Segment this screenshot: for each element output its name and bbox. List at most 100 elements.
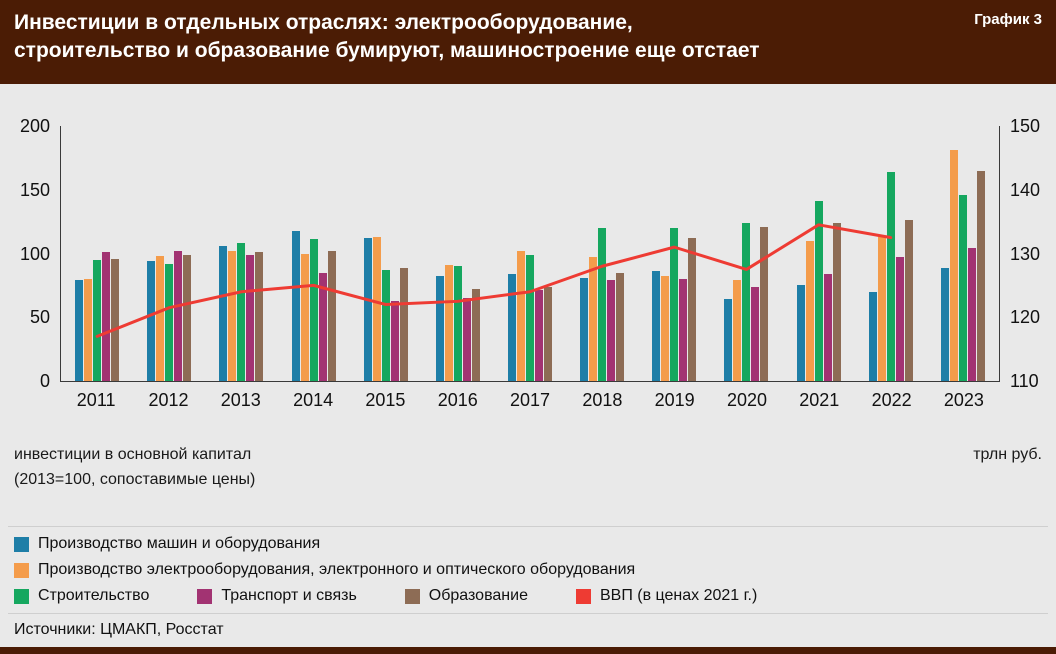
bar (832, 222, 841, 381)
legend-row: Строительство Транспорт и связь Образовани… (14, 587, 1042, 605)
page-title-line2: строительство и образование бумируют, ма… (14, 39, 760, 62)
y-axis-right-tick-label: 120 (1010, 307, 1041, 328)
bar (598, 228, 607, 381)
legend-label: Строительство (38, 587, 150, 604)
bar (183, 254, 192, 381)
y-axis-left-tick-label: 100 (19, 243, 50, 264)
bar-group-2022 (855, 126, 927, 381)
left-axis-note-line2: (2013=100, сопоставимые цены) (14, 471, 256, 488)
x-axis-label-2019: 2019 (654, 389, 695, 410)
bar (760, 226, 769, 381)
bar (733, 280, 742, 381)
legend-item: ВВП (в ценах 2021 г.) (575, 587, 758, 605)
bar (751, 286, 760, 381)
legend-swatch (575, 588, 591, 604)
page-title-line1: Инвестиции в отдельных отраслях: электро… (14, 11, 633, 34)
x-axis-label-2012: 2012 (148, 389, 189, 410)
bar (102, 252, 111, 381)
bar (967, 248, 976, 381)
legend-swatch (197, 588, 213, 604)
bar (381, 270, 390, 381)
legend-row: Производство электрооборудования, электр… (14, 561, 1042, 579)
x-axis-label-2014: 2014 (293, 389, 334, 410)
legend-swatch (404, 588, 420, 604)
chart-header: Инвестиции в отдельных отраслях: электро… (0, 0, 1056, 84)
legend-item: Производство машин и оборудования (14, 535, 320, 553)
bar (93, 259, 102, 381)
bar (453, 266, 462, 381)
bar-group-2015 (350, 126, 422, 381)
bar (372, 236, 381, 381)
bar (399, 267, 408, 381)
y-axis-left-tick-label: 150 (19, 179, 50, 200)
bar-group-2018 (566, 126, 638, 381)
y-axis-left-tick-label: 200 (19, 116, 50, 136)
bar (508, 273, 517, 381)
bars-layer (61, 126, 999, 381)
y-axis-right-tick-label: 110 (1010, 371, 1039, 391)
bar-group-2011 (61, 126, 133, 381)
sources-section: Источники: ЦМАКП, Росстат (8, 613, 1048, 639)
bar (309, 239, 318, 381)
bar (246, 254, 255, 381)
bar (471, 289, 480, 381)
bar (111, 258, 120, 381)
bar (444, 264, 453, 381)
left-axis-note-line1: инвестиции в основной капитал (14, 446, 252, 463)
legend-label: Производство электрооборудования, электр… (38, 561, 636, 578)
legend-label: Производство машин и оборудования (38, 535, 321, 552)
bar (318, 272, 327, 381)
left-axis-note: инвестиции в основной капитал (2013=100,… (14, 442, 255, 492)
x-axis-label-2015: 2015 (365, 389, 406, 410)
bar-group-2023 (927, 126, 999, 381)
legend-label: Образование (428, 587, 528, 604)
y-axis-right-tick-label: 130 (1010, 243, 1041, 264)
legend: Производство машин и оборудования Произво… (8, 526, 1048, 605)
legend-swatch (14, 562, 29, 578)
bar (661, 276, 670, 381)
bar (174, 250, 183, 381)
x-axis-label-2011: 2011 (76, 389, 116, 410)
bar (165, 263, 174, 381)
chart-number-label: График 3 (974, 11, 1042, 28)
bar-group-2019 (638, 126, 710, 381)
legend-label: ВВП (в ценах 2021 г.) (599, 587, 758, 604)
bar-group-2017 (494, 126, 566, 381)
bar (724, 299, 733, 381)
legend-item: Транспорт и связь (197, 587, 357, 605)
bar (580, 277, 589, 381)
bar (670, 228, 679, 381)
legend-row: Производство машин и оборудования (14, 535, 1042, 553)
bar (255, 252, 264, 381)
bar (742, 222, 751, 381)
y-axis-right-tick-label: 140 (1010, 179, 1041, 200)
sources-text: Источники: ЦМАКП, Росстат (14, 621, 224, 638)
bar (228, 250, 237, 381)
page-title: Инвестиции в отдельных отраслях: электро… (14, 9, 760, 65)
bar-group-2021 (783, 126, 855, 381)
bar (147, 261, 156, 381)
bar-group-2013 (205, 126, 277, 381)
bar (84, 279, 93, 381)
bar-group-2016 (422, 126, 494, 381)
bar (237, 243, 246, 381)
bar (526, 254, 535, 381)
legend-swatch (14, 588, 29, 604)
bar (616, 272, 625, 381)
x-axis-label-2020: 2020 (726, 389, 767, 410)
x-axis-label-2021: 2021 (799, 389, 840, 410)
x-axis-label-2013: 2013 (220, 389, 261, 410)
bar (823, 273, 832, 381)
bar (949, 150, 958, 381)
bar-group-2014 (277, 126, 349, 381)
chart-area: 0 50 100 150 200 110 120 130 140 150 2011 2012 201… (0, 84, 1056, 418)
bar (607, 280, 616, 381)
x-axis: 2011 2012 2013 2014 2015 2016 2017 2018 2019 2020… (60, 382, 1000, 418)
y-axis-left-tick-label: 50 (29, 307, 50, 328)
bar (877, 236, 886, 381)
y-axis-right-tick-label: 150 (1010, 116, 1041, 136)
bar (679, 279, 688, 381)
bar (363, 238, 372, 381)
legend-item: Образование (404, 587, 528, 605)
